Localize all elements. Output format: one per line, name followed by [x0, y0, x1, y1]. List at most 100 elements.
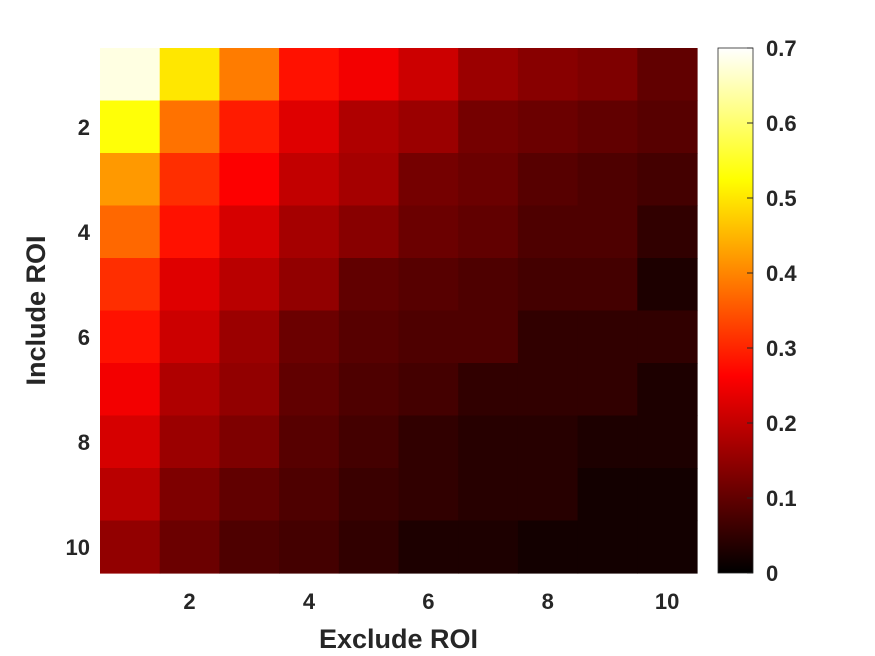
heatmap-cell [637, 205, 698, 259]
x-tick-label: 4 [303, 589, 316, 614]
heatmap-cell [338, 415, 400, 469]
heatmap-cell [219, 48, 280, 102]
heatmap-cell [219, 415, 280, 469]
heatmap-cell [398, 310, 459, 364]
heatmap-cell [517, 468, 579, 522]
heatmap-cell [219, 100, 280, 154]
colorbar-tick-label: 0.7 [766, 36, 797, 61]
heatmap-cell [338, 468, 400, 522]
heatmap-cell [219, 520, 280, 574]
heatmap-cell [517, 48, 579, 102]
heatmap-cells [100, 48, 698, 574]
heatmap-cell [637, 153, 698, 207]
heatmap-cell [159, 363, 220, 417]
colorbar-tick-label: 0 [766, 561, 778, 586]
heatmap-cell [338, 310, 400, 364]
heatmap-cell [398, 100, 459, 154]
heatmap-cell [219, 468, 280, 522]
heatmap-cell [279, 520, 340, 574]
heatmap-cell [219, 205, 280, 259]
heatmap-cell [517, 310, 579, 364]
heatmap-cell [577, 468, 638, 522]
heatmap-cell [458, 310, 519, 364]
y-axis-label: Include ROI [21, 235, 51, 385]
heatmap-cell [279, 468, 340, 522]
heatmap-cell [219, 153, 280, 207]
heatmap-cell [338, 153, 400, 207]
heatmap-cell [577, 205, 638, 259]
heatmap-cell [100, 258, 161, 312]
heatmap-cell [159, 310, 220, 364]
heatmap-cell [517, 363, 579, 417]
heatmap-cell [577, 363, 638, 417]
heatmap-cell [637, 468, 698, 522]
heatmap-cell [159, 100, 220, 154]
y-tick-label: 4 [78, 220, 91, 245]
heatmap-cell [577, 100, 638, 154]
colorbar-tick-label: 0.3 [766, 336, 797, 361]
colorbar-tick-label: 0.5 [766, 186, 797, 211]
heatmap-cell [637, 520, 698, 574]
heatmap-cell [279, 153, 340, 207]
heatmap-cell [100, 100, 161, 154]
y-tick-label: 2 [78, 115, 90, 140]
heatmap-cell [458, 153, 519, 207]
heatmap-cell [458, 520, 519, 574]
heatmap-cell [517, 205, 579, 259]
heatmap-cell [279, 363, 340, 417]
x-tick-label: 10 [655, 589, 679, 614]
heatmap-cell [458, 363, 519, 417]
heatmap-cell [577, 258, 638, 312]
heatmap-cell [458, 48, 519, 102]
heatmap-cell [279, 258, 340, 312]
heatmap-cell [577, 48, 638, 102]
heatmap-cell [577, 310, 638, 364]
heatmap-cell [637, 48, 698, 102]
heatmap-cell [398, 258, 459, 312]
heatmap-cell [398, 415, 459, 469]
heatmap-cell [100, 520, 161, 574]
heatmap-cell [637, 363, 698, 417]
y-tick-label: 10 [66, 535, 90, 560]
heatmap-cell [458, 100, 519, 154]
heatmap-cell [100, 48, 161, 102]
heatmap-cell [517, 520, 579, 574]
heatmap-cell [338, 205, 400, 259]
heatmap-cell [279, 100, 340, 154]
heatmap-cell [159, 468, 220, 522]
heatmap-cell [338, 363, 400, 417]
colorbar-tick-label: 0.4 [766, 261, 797, 286]
heatmap-cell [338, 48, 400, 102]
heatmap-cell [100, 415, 161, 469]
x-tick-label: 8 [542, 589, 554, 614]
x-axis-ticks: 2 4 6 8 10 [183, 589, 679, 614]
heatmap-cell [159, 205, 220, 259]
heatmap-cell [279, 415, 340, 469]
heatmap-cell [398, 48, 459, 102]
colorbar-tick-label: 0.2 [766, 411, 797, 436]
heatmap-cell [398, 468, 459, 522]
x-tick-label: 6 [422, 589, 434, 614]
heatmap-cell [577, 153, 638, 207]
colorbar-tick-label: 0.1 [766, 486, 797, 511]
heatmap-cell [279, 310, 340, 364]
heatmap-cell [637, 258, 698, 312]
heatmap-cell [637, 415, 698, 469]
colorbar [717, 47, 754, 574]
heatmap-cell [159, 415, 220, 469]
heatmap-cell [338, 520, 400, 574]
heatmap-cell [517, 415, 579, 469]
heatmap-cell [100, 310, 161, 364]
x-tick-label: 2 [183, 589, 195, 614]
heatmap-cell [100, 205, 161, 259]
heatmap-cell [219, 363, 280, 417]
heatmap-cell [517, 153, 579, 207]
heatmap-cell [219, 258, 280, 312]
heatmap-cell [458, 468, 519, 522]
heatmap-cell [398, 363, 459, 417]
heatmap-cell [159, 48, 220, 102]
heatmap-cell [159, 258, 220, 312]
heatmap-cell [338, 100, 400, 154]
heatmap-cell [159, 153, 220, 207]
